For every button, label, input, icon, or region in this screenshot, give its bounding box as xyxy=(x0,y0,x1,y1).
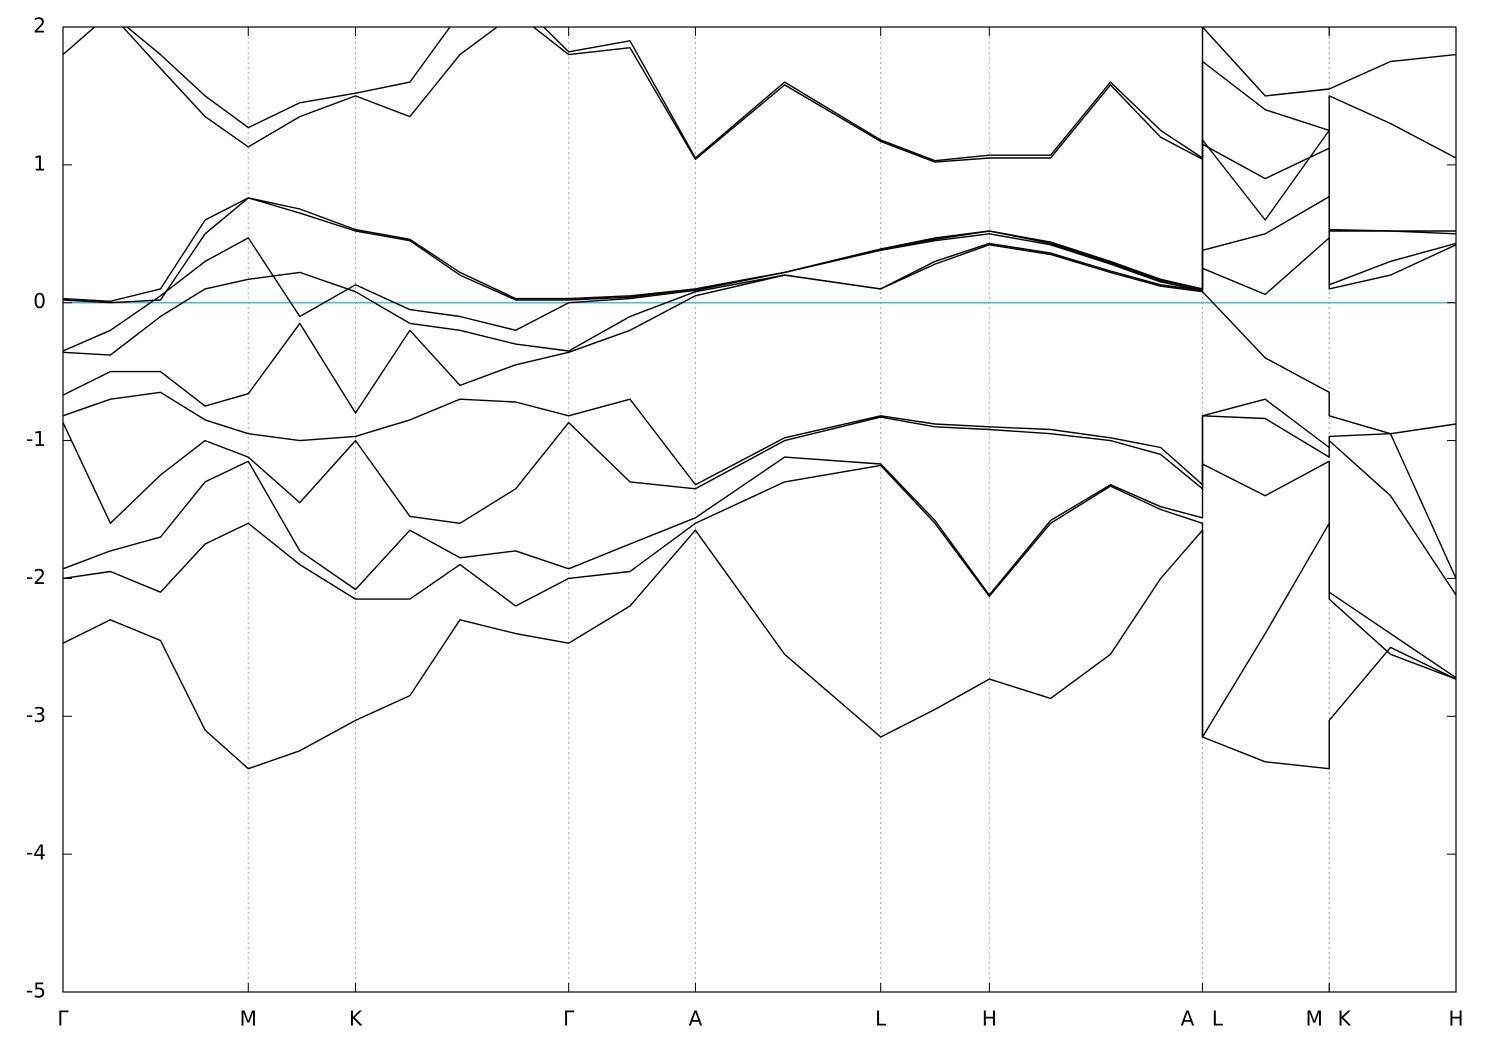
x-tick-label: H xyxy=(1448,1007,1463,1031)
y-tick-label: 1 xyxy=(33,151,46,175)
x-tick-label: Γ xyxy=(57,1007,69,1031)
y-tick-label: -1 xyxy=(26,427,46,451)
x-tick-label: M xyxy=(240,1007,257,1031)
band-line xyxy=(63,129,1456,302)
x-tick-label: L xyxy=(1212,1007,1224,1031)
y-tick-label: -2 xyxy=(26,565,46,589)
band-line xyxy=(63,27,1456,163)
plot-frame xyxy=(62,26,1457,993)
x-tick-label: M xyxy=(1306,1007,1323,1031)
band-line xyxy=(63,464,1456,738)
x-tick-label: A xyxy=(1181,1007,1195,1031)
band-line xyxy=(63,195,1456,352)
band-line xyxy=(63,415,1456,596)
band-line xyxy=(63,456,1456,679)
y-tick-label: -4 xyxy=(26,841,46,865)
y-tick-label: 2 xyxy=(33,14,46,38)
band-line xyxy=(63,237,1456,356)
x-tick-label: Γ xyxy=(563,1007,575,1031)
band-line xyxy=(63,143,1456,304)
band-line xyxy=(63,529,1456,770)
band-line xyxy=(63,27,1456,162)
y-tick-label: 0 xyxy=(33,289,46,313)
x-tick-label: K xyxy=(349,1007,363,1031)
x-tick-label: L xyxy=(875,1007,887,1031)
x-tick-label: A xyxy=(689,1007,703,1031)
x-tick-label: H xyxy=(982,1007,997,1031)
grid xyxy=(62,27,1457,992)
y-tick-label: -3 xyxy=(26,703,46,727)
band-line xyxy=(63,391,1456,579)
y-tick-label: -5 xyxy=(26,979,46,1003)
bands xyxy=(63,27,1456,770)
band-line xyxy=(63,244,1456,435)
x-tick-label: K xyxy=(1338,1007,1352,1031)
